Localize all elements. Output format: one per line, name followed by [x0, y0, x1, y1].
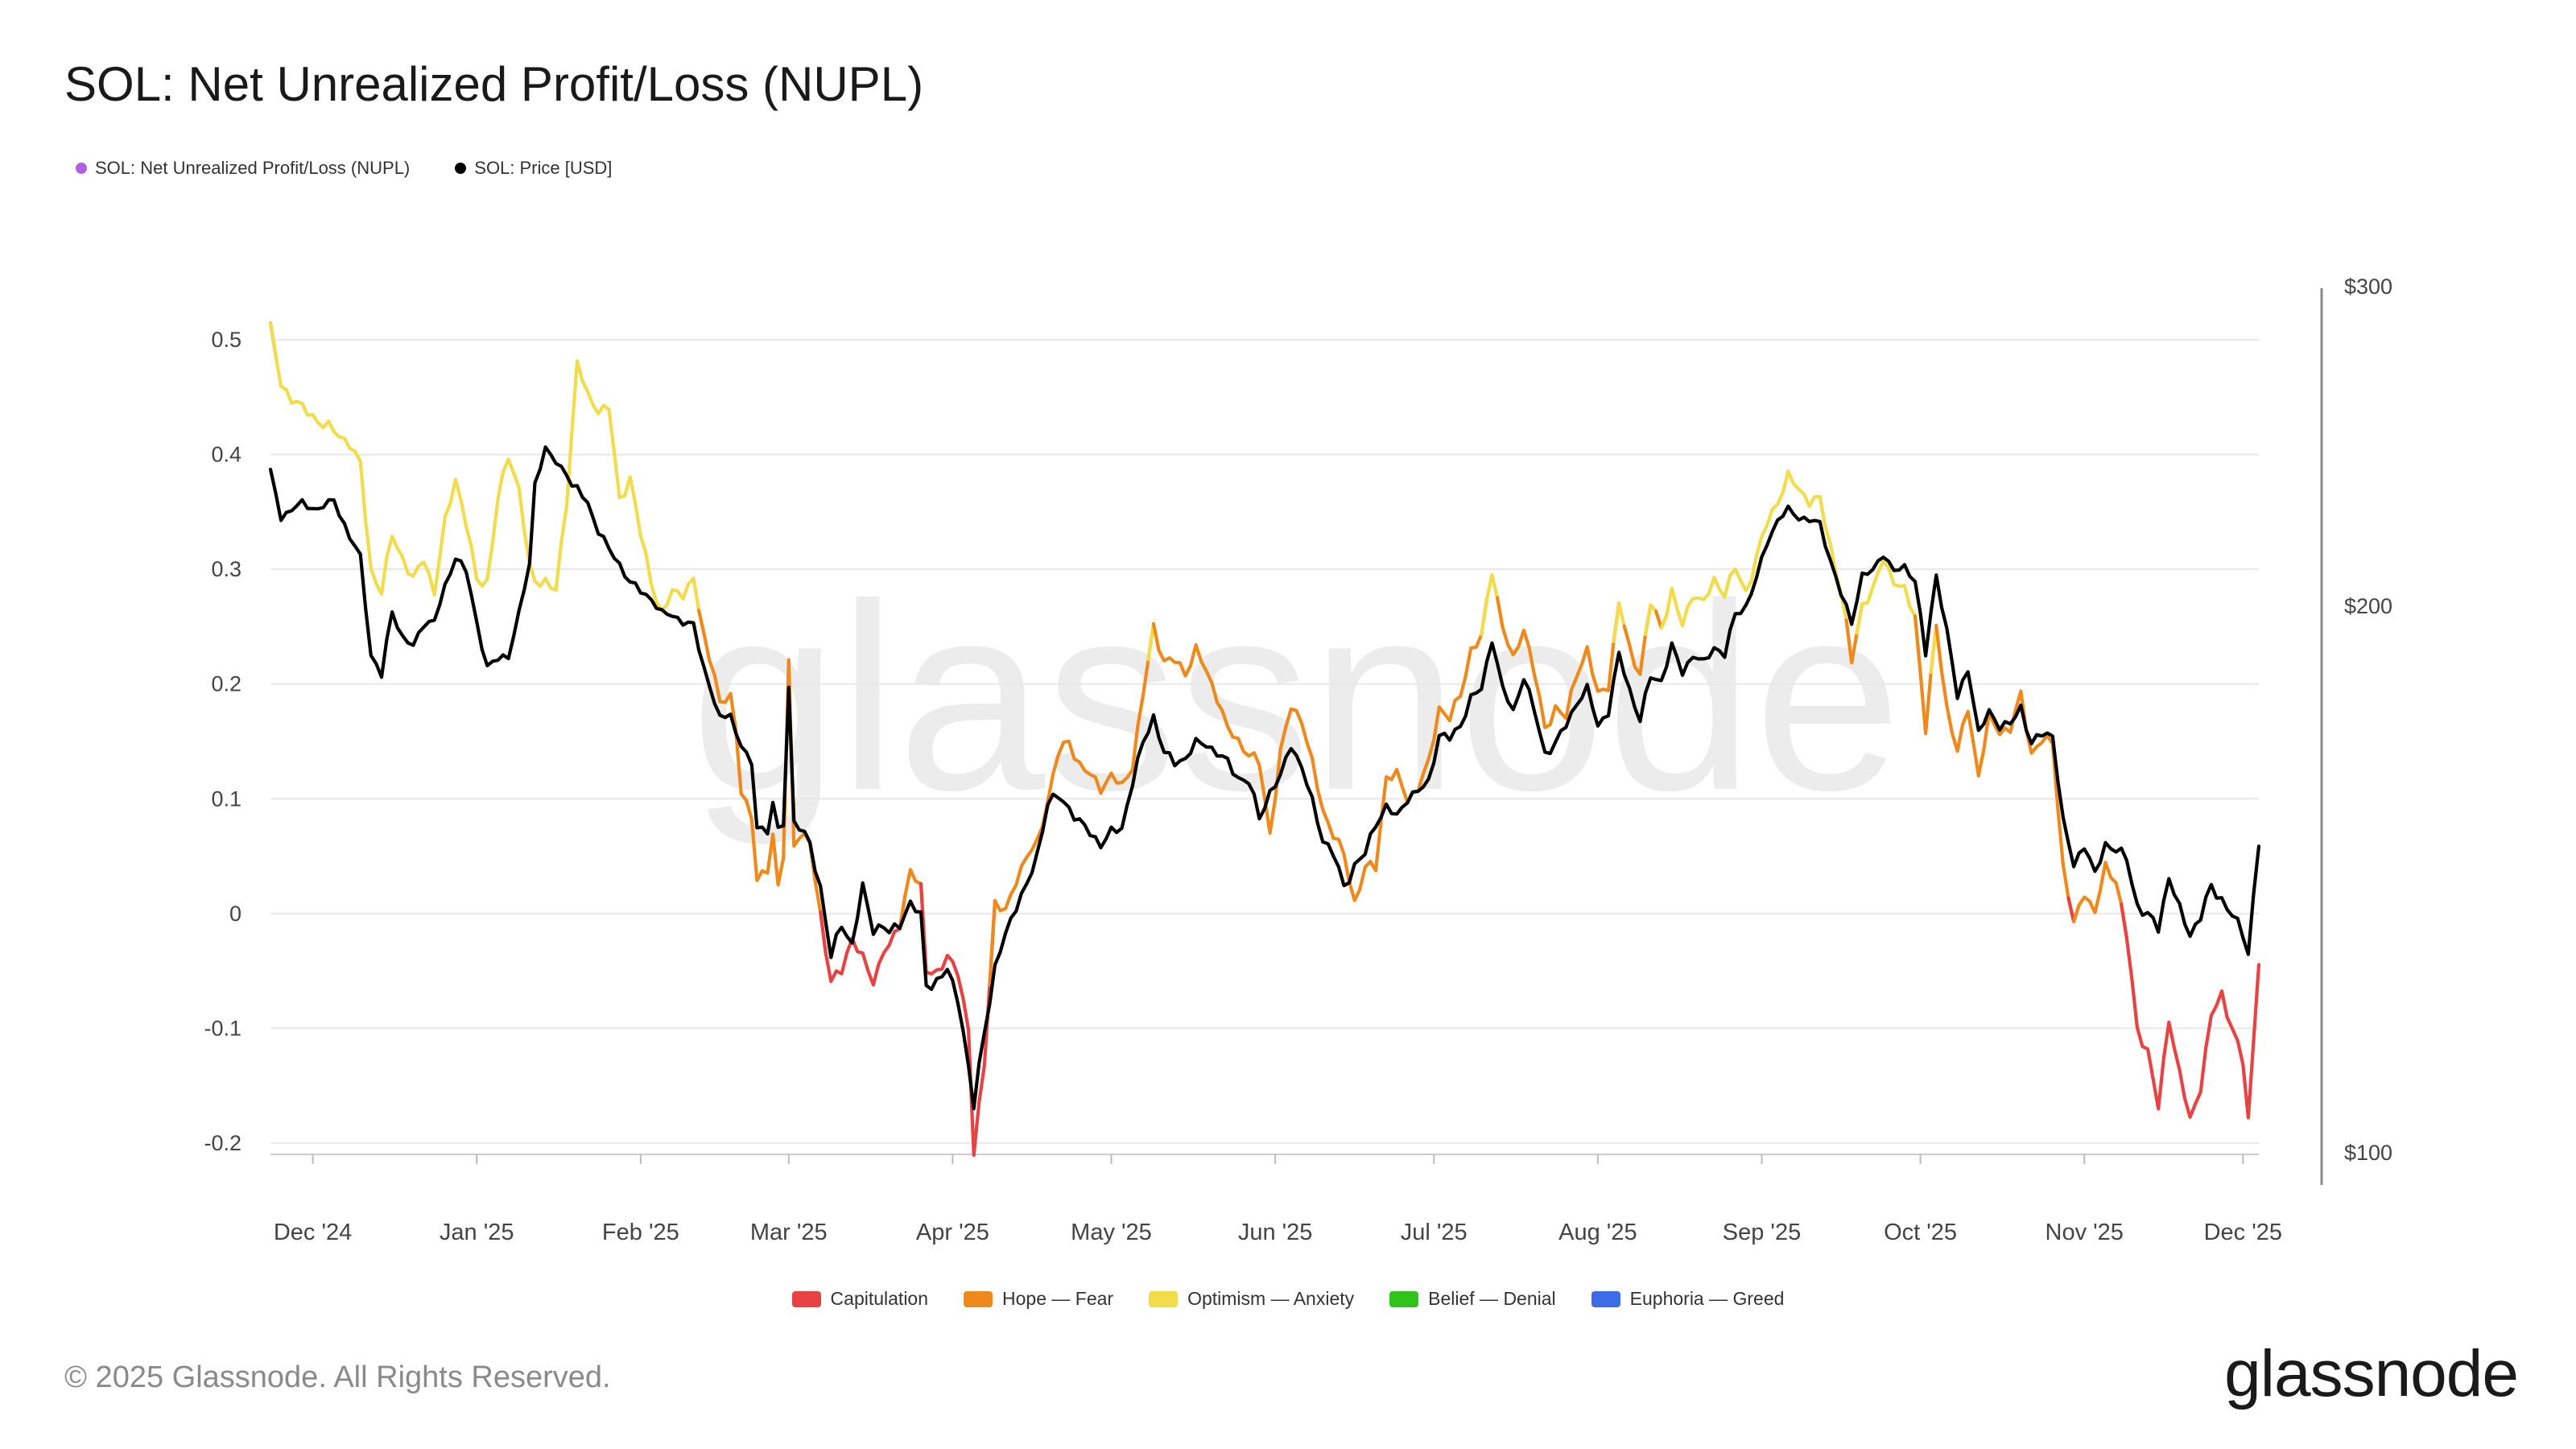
- zone-legend-hope-fear[interactable]: Hope — Fear: [964, 1288, 1113, 1310]
- zone-swatch-optimism-anxiety: [1149, 1290, 1179, 1307]
- zone-legend-capitulation[interactable]: Capitulation: [791, 1288, 929, 1310]
- left-tick-label: -0.1: [204, 1016, 242, 1040]
- legend-dot-nupl: [76, 163, 87, 174]
- nupl-line-segment: [1151, 597, 1489, 902]
- zone-swatch-belief-denial: [1389, 1290, 1419, 1307]
- top-legend: SOL: Net Unrealized Profit/Loss (NUPL) S…: [76, 158, 612, 179]
- x-tick-label: Dec '24: [274, 1220, 352, 1245]
- zone-label-optimism-anxiety: Optimism — Anxiety: [1187, 1288, 1355, 1309]
- zone-label-capitulation: Capitulation: [830, 1288, 929, 1309]
- nupl-line-segment: [1934, 623, 2076, 923]
- nupl-line-segment: [1659, 469, 1854, 665]
- left-tick-label: 0.1: [211, 786, 242, 811]
- x-tick-label: Oct '25: [1884, 1220, 1957, 1245]
- x-tick-label: Mar '25: [750, 1220, 828, 1245]
- nupl-line-segment: [988, 621, 1156, 988]
- zone-legend-optimism-anxiety[interactable]: Optimism — Anxiety: [1149, 1288, 1354, 1310]
- zone-legend-euphoria-greed[interactable]: Euphoria — Greed: [1591, 1288, 1785, 1310]
- nupl-line-segment: [1913, 614, 1938, 736]
- left-tick-label: 0: [229, 902, 242, 926]
- legend-item-nupl[interactable]: SOL: Net Unrealized Profit/Loss (NUPL): [76, 158, 410, 179]
- left-tick-label: 0.4: [211, 443, 242, 467]
- zone-legend: Capitulation Hope — Fear Optimism — Anxi…: [0, 1288, 2576, 1310]
- legend-dot-price: [455, 163, 467, 174]
- x-tick-label: Jan '25: [440, 1220, 514, 1245]
- left-tick-label: 0.5: [211, 328, 242, 352]
- nupl-line-segment: [2120, 902, 2261, 1120]
- right-tick-label: $300: [2344, 275, 2392, 299]
- left-tick-label: 0.2: [211, 672, 242, 696]
- zone-label-belief-denial: Belief — Denial: [1428, 1288, 1556, 1309]
- legend-item-price[interactable]: SOL: Price [USD]: [455, 158, 612, 179]
- price-line: [268, 445, 2261, 1111]
- x-tick-label: Sep '25: [1723, 1220, 1801, 1245]
- x-tick-label: Nov '25: [2046, 1220, 2124, 1245]
- left-tick-label: 0.3: [211, 557, 242, 581]
- left-tick-label: -0.2: [204, 1131, 242, 1155]
- x-tick-label: Aug '25: [1558, 1220, 1637, 1245]
- zone-label-euphoria-greed: Euphoria — Greed: [1629, 1288, 1785, 1309]
- nupl-line-segment: [919, 881, 997, 1158]
- x-tick-label: Dec '25: [2204, 1220, 2282, 1245]
- glassnode-logo[interactable]: glassnode: [2224, 1337, 2519, 1410]
- zone-swatch-euphoria-greed: [1591, 1290, 1620, 1307]
- legend-label-nupl: SOL: Net Unrealized Profit/Loss (NUPL): [95, 158, 411, 178]
- chart-title: SOL: Net Unrealized Profit/Loss (NUPL): [64, 57, 924, 111]
- zone-legend-belief-denial[interactable]: Belief — Denial: [1389, 1288, 1556, 1310]
- copyright-notice: © 2025 Glassnode. All Rights Reserved.: [64, 1360, 611, 1394]
- nupl-line-segment: [819, 894, 907, 987]
- right-tick-label: $100: [2344, 1141, 2392, 1165]
- x-tick-label: May '25: [1071, 1220, 1152, 1245]
- legend-label-price: SOL: Price [USD]: [474, 158, 613, 178]
- x-tick-label: Feb '25: [602, 1220, 679, 1245]
- x-tick-label: Jul '25: [1401, 1220, 1468, 1245]
- zone-label-hope-fear: Hope — Fear: [1002, 1288, 1114, 1309]
- zone-swatch-hope-fear: [964, 1290, 993, 1307]
- zone-swatch-capitulation: [791, 1290, 821, 1307]
- nupl-line-segment: [1855, 559, 1922, 675]
- x-tick-label: Apr '25: [916, 1220, 989, 1245]
- right-tick-label: $200: [2344, 594, 2392, 618]
- nupl-line-segment: [1495, 596, 1621, 729]
- nupl-line-segment: [268, 320, 706, 637]
- nupl-line-segment: [2072, 861, 2128, 940]
- x-tick-label: Jun '25: [1238, 1220, 1313, 1245]
